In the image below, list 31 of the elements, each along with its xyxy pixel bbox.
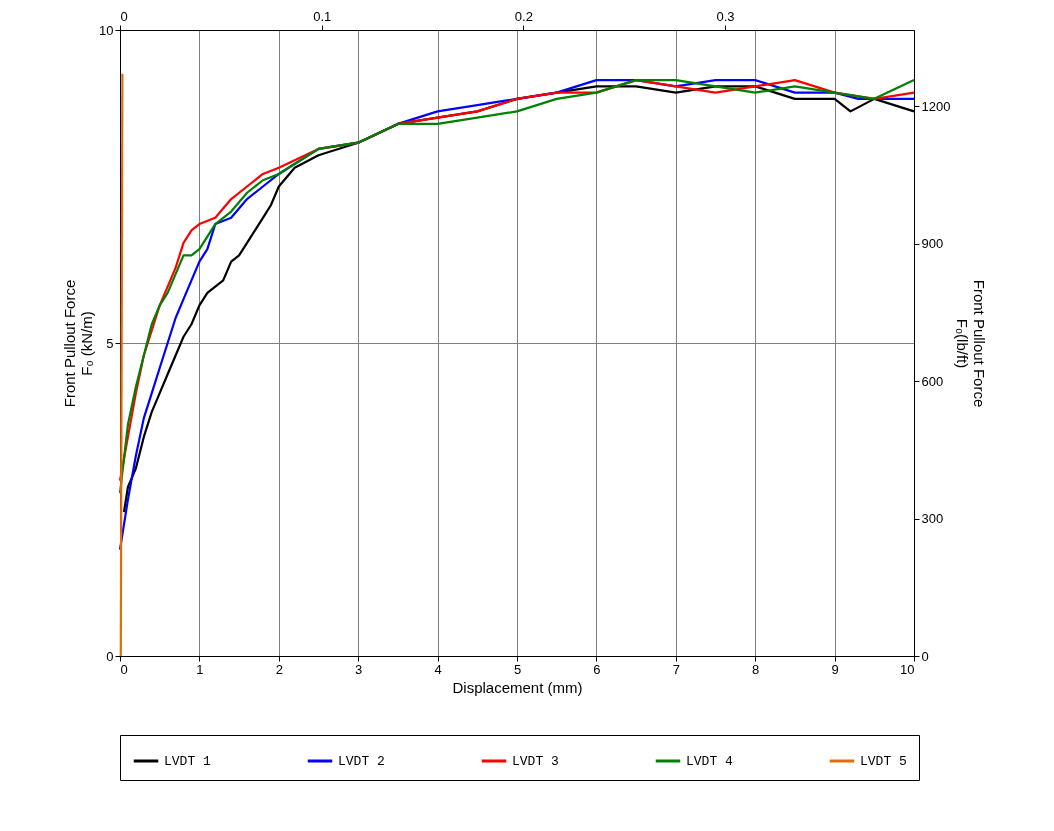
y2-axis-title: Front Pullout Force F₀(lb/ft) xyxy=(954,279,989,408)
y2-tick-label: 600 xyxy=(921,373,944,389)
x-tick-label: 7 xyxy=(672,661,680,677)
x-tick-label: 5 xyxy=(513,661,522,677)
legend-label: LVDT 2 xyxy=(338,754,385,769)
x2-tick-label: 0 xyxy=(120,8,128,24)
x-tick-label: 8 xyxy=(752,661,760,677)
x-tick-label: 0 xyxy=(120,661,128,677)
x2-tick-label: 0.1 xyxy=(313,8,332,24)
y2-tick-label: 300 xyxy=(921,511,944,527)
y2-tick-label: 0 xyxy=(921,648,929,664)
y-tick-label: 5 xyxy=(106,335,114,351)
x2-tick-label: 0.3 xyxy=(716,8,735,24)
x-tick-label: 9 xyxy=(831,661,839,677)
legend-label: LVDT 5 xyxy=(860,754,907,769)
x-tick-label: 6 xyxy=(593,661,601,677)
x-tick-label: 3 xyxy=(355,661,363,677)
x-axis-title: Displacement (mm) xyxy=(452,678,583,696)
x-tick-label: 10 xyxy=(900,661,915,677)
y-axis-title: Front Pullout Force F₀ (kN/m) xyxy=(61,279,96,408)
x-tick-label: 4 xyxy=(434,661,442,677)
x-tick-label: 2 xyxy=(275,661,283,677)
x2-tick-label: 0.2 xyxy=(514,8,533,24)
legend-label: LVDT 4 xyxy=(686,754,734,769)
y-tick-label: 10 xyxy=(99,22,114,38)
x-tick-label: 1 xyxy=(196,661,204,677)
y-tick-label: 0 xyxy=(106,648,114,664)
legend-label: LVDT 3 xyxy=(512,754,559,769)
y2-tick-label: 900 xyxy=(921,236,944,252)
y2-tick-label: 1200 xyxy=(921,98,951,114)
legend-label: LVDT 1 xyxy=(164,754,212,769)
